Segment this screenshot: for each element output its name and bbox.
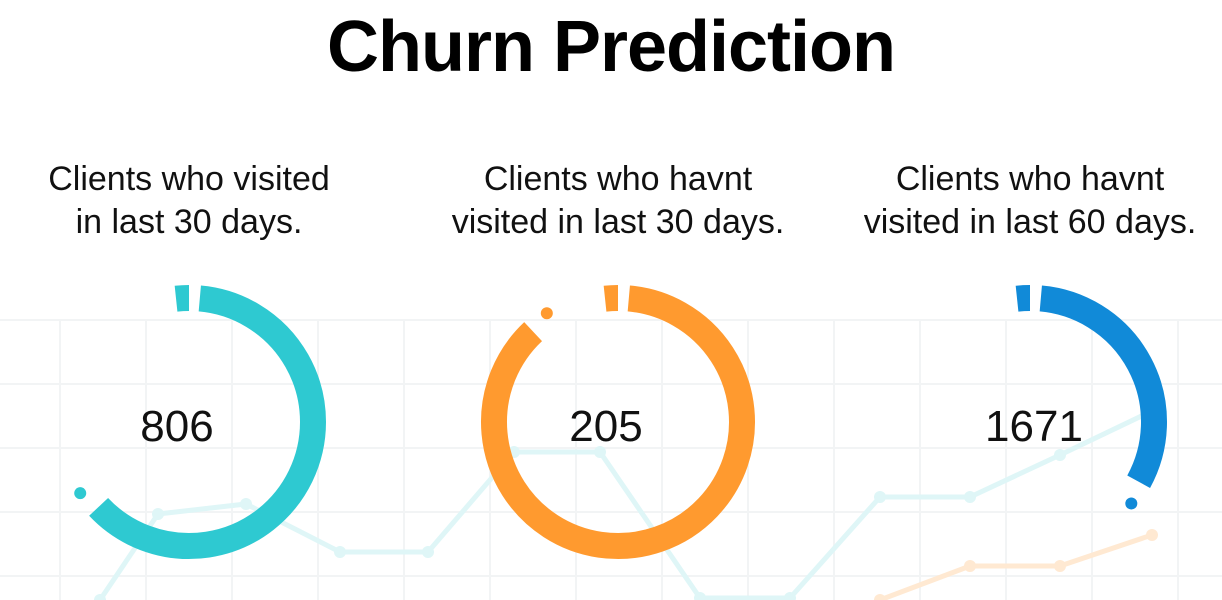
line-marker [594, 446, 606, 458]
ring-arc [89, 285, 326, 559]
metric-label: Clients who havnt visited in last 60 day… [830, 158, 1222, 244]
line-marker [1054, 560, 1066, 572]
progress-ring [74, 285, 326, 559]
line-marker [152, 508, 164, 520]
line-marker [964, 560, 976, 572]
metric-label: Clients who visited in last 30 days. [0, 158, 389, 244]
ring-arc [1039, 285, 1167, 488]
line-marker [874, 594, 886, 600]
background-line-cyan [94, 405, 1158, 600]
metric-label-line2: visited in last 30 days. [451, 203, 785, 241]
line-marker [874, 491, 886, 503]
background-line [879, 532, 1153, 600]
ring-cap [174, 285, 190, 312]
ring-end-dot [540, 307, 553, 320]
line-marker [334, 546, 346, 558]
line-marker [240, 498, 252, 510]
line-marker [694, 592, 706, 600]
metric-value: 205 [569, 402, 643, 451]
line-marker [1054, 449, 1066, 461]
line-marker [1146, 529, 1158, 541]
ring-cap [1015, 285, 1031, 312]
progress-ring [1015, 285, 1167, 510]
metric-card-not-visited-60: Clients who havnt visited in last 60 day… [830, 158, 1222, 600]
ring-end-dot [74, 487, 87, 500]
background-grid [0, 319, 1222, 600]
page-title: Churn Prediction [326, 7, 896, 87]
metric-label-line1: Clients who visited [48, 160, 330, 198]
ring-arc [481, 285, 755, 559]
line-marker [784, 592, 796, 600]
metric-label: Clients who havnt visited in last 30 day… [418, 158, 818, 244]
metric-label-line2: visited in last 60 days. [863, 203, 1197, 241]
metric-card-not-visited-30: Clients who havnt visited in last 30 day… [418, 158, 818, 600]
progress-ring [481, 285, 755, 559]
metric-label-line1: Clients who havnt [483, 160, 753, 198]
line-marker [422, 546, 434, 558]
metric-label-line2: in last 30 days. [75, 203, 303, 241]
line-marker [94, 594, 106, 600]
ring-end-dot [1125, 497, 1138, 510]
metric-label-line1: Clients who havnt [895, 160, 1165, 198]
ring-cap [603, 285, 619, 312]
background-line-peach [874, 529, 1158, 600]
metric-value: 1671 [985, 402, 1083, 451]
line-marker [964, 491, 976, 503]
metric-value: 806 [140, 402, 214, 451]
metric-card-visited-30: Clients who visited in last 30 days. 806 [0, 158, 389, 600]
